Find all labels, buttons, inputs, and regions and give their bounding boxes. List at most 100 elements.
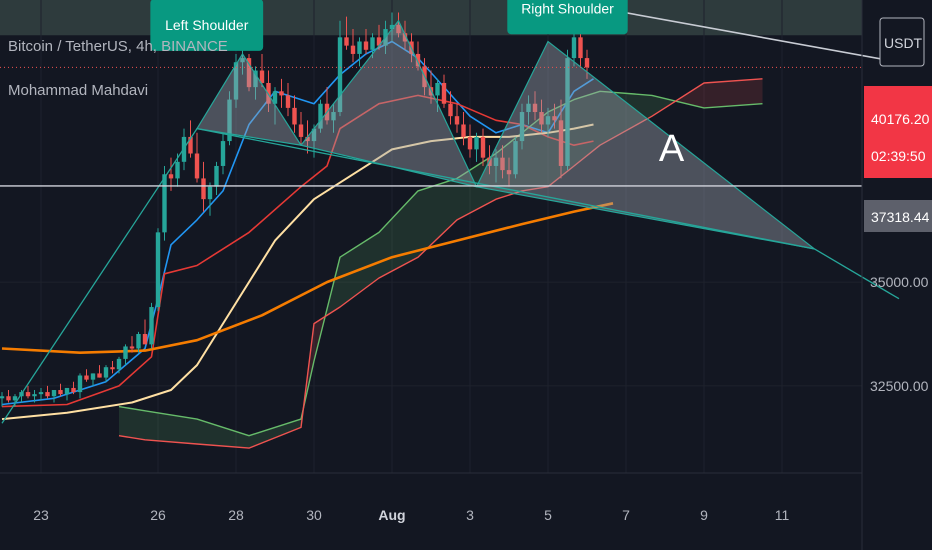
candle <box>279 78 284 108</box>
x-tick-label: 5 <box>544 507 552 523</box>
candle <box>201 161 206 212</box>
currency-button-label[interactable]: USDT <box>884 35 923 51</box>
candle-body <box>396 24 401 34</box>
candle-body <box>201 178 206 200</box>
author-name: Mohammad Mahdavi <box>8 82 148 99</box>
cloud-segment <box>327 91 678 316</box>
candle-body <box>259 70 265 83</box>
candle-body <box>493 157 499 166</box>
candle <box>454 103 460 133</box>
y-tick-label: 32500.00 <box>870 378 929 394</box>
candle-body <box>305 136 310 142</box>
candle <box>500 145 505 179</box>
candle-body <box>487 157 492 166</box>
pattern-label-box <box>150 0 264 51</box>
candle <box>97 365 102 378</box>
candle <box>506 157 512 187</box>
candle-body <box>149 307 154 345</box>
candle <box>532 91 538 121</box>
candle <box>285 82 291 117</box>
candle <box>545 107 551 137</box>
marked-level-tag <box>864 200 932 232</box>
candle-body <box>246 58 252 88</box>
candle-body <box>357 41 362 54</box>
candle <box>64 387 70 401</box>
candle <box>227 91 232 146</box>
candle-body <box>584 58 590 68</box>
candle <box>415 41 421 71</box>
candle-body <box>71 387 76 393</box>
candle <box>448 91 453 125</box>
candle <box>357 37 362 67</box>
price-tags: 40176.20 02:39:50 37318.44 USDT <box>864 17 932 232</box>
x-tick-label: 11 <box>775 507 790 523</box>
candle-body <box>474 136 479 150</box>
candle-body <box>571 37 577 59</box>
candle <box>253 66 258 100</box>
candle <box>116 356 122 374</box>
candle-body <box>389 24 395 30</box>
candle-body <box>441 82 447 104</box>
candle <box>344 16 349 50</box>
candle <box>45 385 50 399</box>
candle-body <box>370 37 375 50</box>
candle-body <box>188 136 193 154</box>
candle-body <box>435 82 440 96</box>
candle-body <box>253 70 258 88</box>
candle <box>513 136 518 179</box>
candle-body <box>51 390 57 397</box>
candle-body <box>461 124 466 137</box>
candle-body <box>220 141 226 166</box>
candle-body <box>415 53 421 67</box>
channel-line <box>551 0 900 64</box>
candle-body <box>38 392 44 395</box>
candle <box>77 373 83 399</box>
candle <box>493 149 499 183</box>
candle <box>246 53 252 92</box>
candle <box>292 95 297 133</box>
last-price-tag <box>864 86 932 178</box>
left-trendline <box>1 128 198 424</box>
candle <box>194 132 200 183</box>
candle-body <box>513 141 518 175</box>
candle-body <box>129 346 135 349</box>
candle <box>539 99 544 133</box>
candle-body <box>175 161 180 179</box>
candle-body <box>77 375 83 393</box>
neckline <box>196 127 815 250</box>
candle-body <box>162 174 167 233</box>
candle-body <box>272 91 278 104</box>
candle-body <box>168 174 174 179</box>
pattern-label: Left Shoulder <box>150 0 264 51</box>
currency-button[interactable] <box>879 17 925 67</box>
candle <box>461 112 466 146</box>
neckline-extension <box>814 248 900 300</box>
candle <box>233 53 239 108</box>
pattern-label-text: Right Shoulder <box>521 0 614 16</box>
candle-body <box>565 58 570 166</box>
x-tick-label: 9 <box>700 507 708 523</box>
candle <box>558 99 564 179</box>
candle <box>350 29 356 63</box>
candle <box>0 392 5 407</box>
candle <box>214 161 219 196</box>
candle-body <box>32 394 37 397</box>
candle <box>6 390 11 403</box>
annotations: Left Shoulder Right Shoulder A <box>150 0 685 170</box>
candle <box>71 381 76 395</box>
candle-body <box>331 112 336 121</box>
candle-body <box>227 99 232 142</box>
candle <box>565 49 570 171</box>
candle <box>51 390 57 403</box>
kijun-line <box>1 94 594 408</box>
candle-body <box>480 136 486 158</box>
candle <box>129 336 135 353</box>
y-tick-label: 35000.00 <box>870 274 929 290</box>
candle-body <box>578 37 583 59</box>
candle <box>363 29 369 54</box>
candle-body <box>0 396 5 399</box>
candle <box>207 182 213 216</box>
candle <box>25 385 31 399</box>
